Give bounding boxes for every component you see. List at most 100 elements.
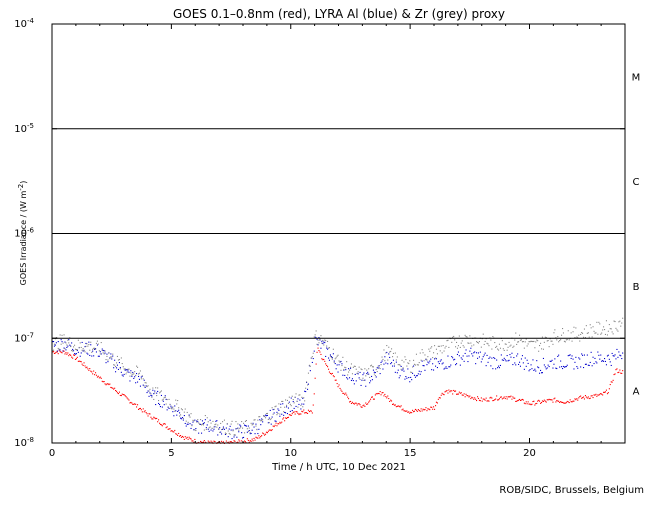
series-point — [131, 402, 133, 404]
series-point — [169, 404, 171, 406]
series-point — [618, 321, 620, 323]
series-point — [186, 423, 188, 425]
series-point — [210, 422, 212, 424]
series-point — [414, 376, 416, 378]
series-point — [219, 431, 221, 433]
series-point — [257, 437, 259, 439]
series-point — [126, 369, 128, 371]
series-point — [256, 429, 258, 431]
series-point — [247, 439, 249, 441]
series-point — [537, 400, 539, 402]
series-point — [551, 340, 553, 342]
series-point — [565, 402, 567, 404]
series-point — [552, 401, 554, 403]
series-point — [477, 357, 479, 359]
series-point — [203, 422, 205, 424]
series-point — [488, 400, 490, 402]
series-point — [554, 329, 556, 331]
series-point — [71, 350, 73, 352]
series-point — [133, 377, 135, 379]
series-point — [372, 398, 374, 400]
series-point — [113, 388, 115, 390]
series-point — [408, 411, 410, 413]
series-point — [393, 363, 395, 365]
series-point — [460, 392, 462, 394]
series-point — [304, 400, 306, 402]
series-point — [619, 354, 621, 356]
series-point — [52, 350, 54, 352]
series-point — [469, 350, 471, 352]
series-point — [449, 391, 451, 393]
series-point — [351, 378, 353, 380]
series-point — [113, 364, 115, 366]
series-point — [574, 337, 576, 339]
series-point — [80, 352, 82, 354]
series-point — [413, 365, 415, 367]
series-point — [363, 379, 365, 381]
series-point — [500, 396, 502, 398]
series-point — [442, 345, 444, 347]
series-point — [214, 441, 216, 443]
series-point — [567, 330, 569, 332]
series-point — [526, 345, 528, 347]
series-point — [153, 398, 155, 400]
series-point — [340, 360, 342, 362]
series-point — [599, 323, 601, 325]
series-point — [579, 358, 581, 360]
series-point — [183, 411, 185, 413]
series-point — [78, 346, 80, 348]
series-point — [506, 349, 508, 351]
series-point — [443, 350, 445, 352]
series-point — [313, 350, 315, 352]
series-point — [111, 387, 113, 389]
series-point — [568, 339, 570, 341]
series-point — [333, 376, 335, 378]
series-point — [211, 427, 213, 429]
series-point — [174, 410, 176, 412]
series-point — [322, 339, 324, 341]
series-point — [205, 427, 207, 429]
series-point — [419, 410, 421, 412]
series-point — [596, 321, 598, 323]
series-point — [573, 368, 575, 370]
series-point — [601, 393, 603, 395]
series-point — [422, 408, 424, 410]
series-point — [63, 347, 65, 349]
series-point — [413, 410, 415, 412]
series-point — [364, 405, 366, 407]
series-point — [263, 415, 265, 417]
series-point — [163, 423, 165, 425]
series-point — [222, 427, 224, 429]
series-point — [182, 417, 184, 419]
series-point — [86, 343, 88, 345]
series-point — [546, 367, 548, 369]
series-point — [110, 356, 112, 358]
series-point — [605, 364, 607, 366]
series-point — [357, 403, 359, 405]
series-point — [158, 419, 160, 421]
flare-class-label: M — [632, 72, 641, 83]
series-point — [357, 371, 359, 373]
series-point — [419, 352, 421, 354]
series-point — [193, 420, 195, 422]
series-point — [548, 398, 550, 400]
series-point — [284, 411, 286, 413]
series-point — [307, 388, 309, 390]
series-point — [191, 440, 193, 442]
series-point — [593, 394, 595, 396]
series-point — [604, 329, 606, 331]
series-point — [359, 371, 361, 373]
series-point — [334, 379, 336, 381]
series-point — [478, 341, 480, 343]
series-point — [286, 413, 288, 415]
series-point — [117, 359, 119, 361]
series-point — [207, 428, 209, 430]
series-point — [233, 434, 235, 436]
series-point — [198, 432, 200, 434]
series-point — [261, 435, 263, 437]
series-point — [248, 427, 250, 429]
series-point — [478, 399, 480, 401]
series-point — [445, 345, 447, 347]
series-point — [136, 406, 138, 408]
series-point — [140, 378, 142, 380]
